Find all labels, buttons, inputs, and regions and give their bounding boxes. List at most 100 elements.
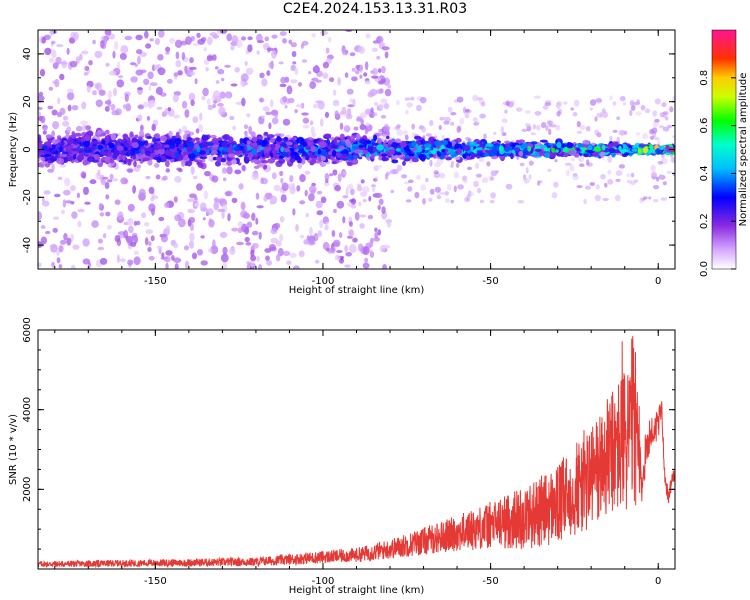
heatmap-cell <box>120 177 128 185</box>
heatmap-cell <box>368 195 372 202</box>
heatmap-cell <box>359 74 363 79</box>
heatmap-cell <box>84 65 90 71</box>
heatmap-cell <box>387 84 392 89</box>
heatmap-cell <box>205 67 209 72</box>
heatmap-cell <box>347 183 354 190</box>
heatmap-cell <box>333 208 337 214</box>
heatmap-cell <box>143 101 149 108</box>
heatmap-cell <box>127 203 135 212</box>
heatmap-cell <box>301 157 306 165</box>
heatmap-cell <box>628 145 634 149</box>
heatmap-cell <box>555 101 562 109</box>
heatmap-cell <box>99 257 108 265</box>
heatmap-cell <box>149 152 157 158</box>
heatmap-cell <box>77 208 85 213</box>
heatmap-cell <box>618 164 626 169</box>
heatmap-cell <box>666 170 673 174</box>
heatmap-cell <box>172 94 179 103</box>
heatmap-cell <box>367 214 374 220</box>
heatmap-cell <box>251 230 259 236</box>
heatmap-cell <box>332 149 337 157</box>
heatmap-cell <box>323 133 332 138</box>
x-tick-label: -150 <box>144 276 167 287</box>
heatmap-cell <box>38 134 42 141</box>
heatmap-cell <box>139 130 145 137</box>
heatmap-cell <box>577 155 585 162</box>
heatmap-cell <box>104 30 112 36</box>
snr-axes: -150 -100 -50 0 2000 4000 6000 Height of straig… <box>8 317 675 596</box>
heatmap-cell <box>281 182 289 191</box>
heatmap-cell <box>69 60 78 68</box>
heatmap-cell <box>62 199 67 208</box>
heatmap-cell <box>82 159 88 166</box>
heatmap-cell <box>58 145 63 153</box>
y-axis-label: SNR (10 * v/v) <box>8 414 19 485</box>
heatmap-cell <box>325 47 330 54</box>
heatmap-cell <box>269 143 276 149</box>
heatmap-cell <box>55 56 62 64</box>
heatmap-cell <box>329 173 334 177</box>
heatmap-cell <box>380 114 387 119</box>
heatmap-cell <box>42 130 47 135</box>
heatmap-cell <box>429 188 435 195</box>
heatmap-cell <box>243 124 249 129</box>
heatmap-cell <box>569 164 575 172</box>
heatmap-cell <box>203 59 210 65</box>
heatmap-cell <box>510 152 514 160</box>
colorbar-tick-label: 0.8 <box>699 70 710 86</box>
heatmap-cell <box>247 145 252 151</box>
heatmap-cell <box>308 193 315 202</box>
heatmap-cell <box>142 157 151 162</box>
heatmap-cell <box>51 130 55 138</box>
heatmap-cell <box>338 145 345 151</box>
heatmap-cell <box>45 134 53 139</box>
heatmap-cell <box>49 30 54 37</box>
heatmap-cell <box>38 95 45 102</box>
heatmap-cell <box>153 64 159 70</box>
heatmap-cell <box>639 197 644 204</box>
heatmap-cell <box>86 85 91 93</box>
heatmap-cell <box>450 121 455 126</box>
heatmap-cell <box>355 65 360 69</box>
heatmap-cell <box>279 233 284 242</box>
heatmap-cell <box>530 132 536 136</box>
heatmap-cell <box>499 150 505 155</box>
heatmap-cell <box>332 239 341 248</box>
heatmap-cell <box>140 124 144 132</box>
heatmap-cell <box>212 90 221 100</box>
heatmap-cell <box>325 247 330 252</box>
heatmap-cell <box>132 185 137 194</box>
heatmap-cell <box>149 82 158 86</box>
heatmap-cell <box>65 200 73 204</box>
heatmap-cell <box>447 106 453 113</box>
heatmap-cell <box>420 97 427 104</box>
heatmap-cell <box>232 125 236 131</box>
heatmap-cell <box>202 87 209 97</box>
heatmap-cell <box>170 152 176 158</box>
heatmap-cell <box>206 98 211 106</box>
heatmap-cell <box>203 47 207 52</box>
heatmap-cell <box>551 192 558 199</box>
heatmap-cell <box>493 144 501 152</box>
heatmap-cell <box>576 120 581 128</box>
heatmap-cell <box>234 67 240 73</box>
heatmap-cell <box>222 134 231 141</box>
heatmap-cell <box>280 146 285 152</box>
heatmap-cell <box>636 99 640 103</box>
heatmap-cell <box>589 182 596 186</box>
heatmap-cell <box>548 128 552 135</box>
heatmap-cell <box>173 196 178 203</box>
heatmap-cell <box>49 244 57 248</box>
heatmap-cell <box>357 243 364 252</box>
heatmap-cell <box>310 154 317 158</box>
heatmap-cell <box>117 211 124 220</box>
heatmap-cell <box>148 186 155 194</box>
heatmap-cell <box>194 78 198 85</box>
heatmap-cell <box>217 103 224 107</box>
heatmap-cell <box>104 129 110 135</box>
heatmap-cell <box>369 88 378 96</box>
heatmap-cell <box>505 100 510 107</box>
heatmap-cell <box>114 235 121 243</box>
heatmap-cell <box>124 142 130 149</box>
heatmap-cell <box>654 136 660 141</box>
